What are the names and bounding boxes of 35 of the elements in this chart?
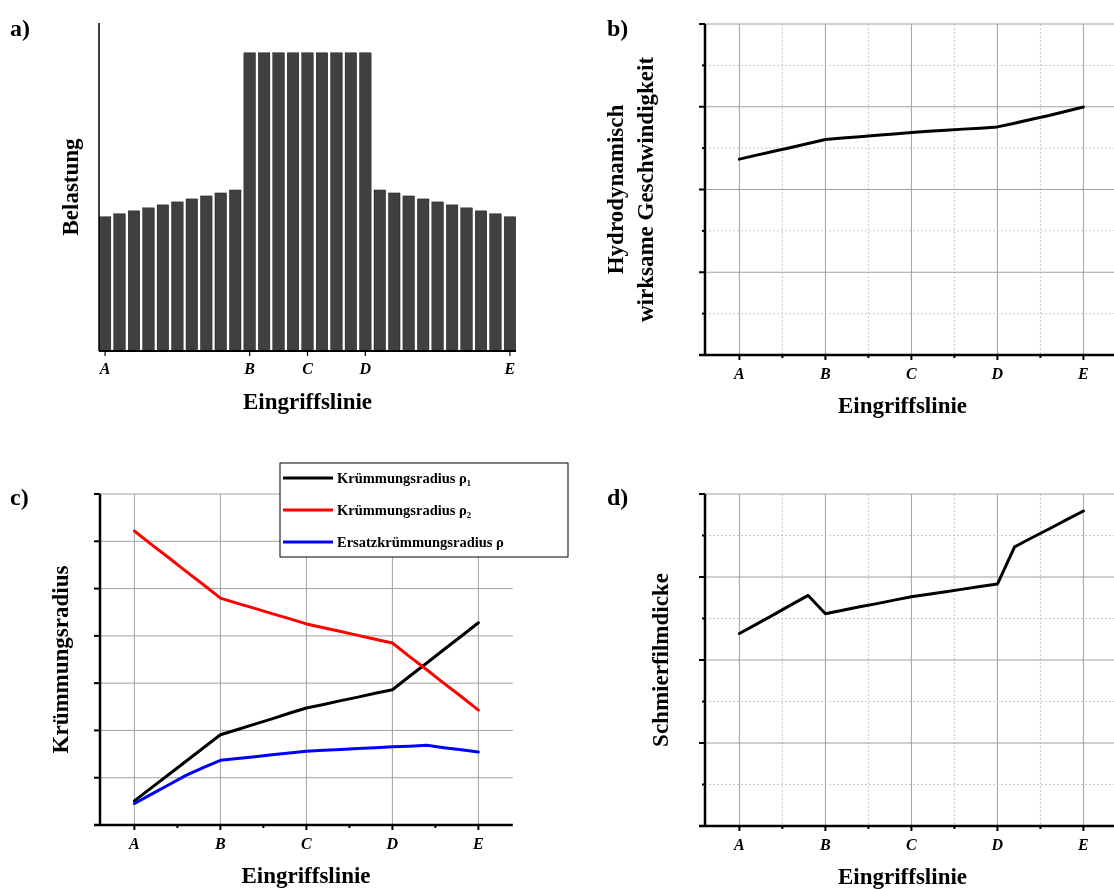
x-axis-title: Eingriffslinie	[242, 389, 373, 414]
x-tick-label: D	[990, 365, 1004, 382]
x-tick-label: C	[906, 365, 918, 382]
x-tick-label: E	[1077, 836, 1089, 853]
x-tick-label: B	[243, 360, 256, 377]
legend-label: Krümmungsradius ρ₂	[337, 502, 472, 518]
legend-label: Ersatzkrümmungsradius ρ	[337, 534, 505, 550]
x-tick-label: E	[472, 835, 484, 852]
y-axis-title: Schmierfilmdicke	[648, 573, 673, 747]
x-tick-label: D	[358, 360, 372, 377]
x-tick-label: D	[385, 835, 399, 852]
x-tick-label: A	[733, 365, 746, 382]
text: d)	[607, 484, 629, 510]
x-tick-label: A	[128, 835, 141, 852]
x-axis-title: Eingriffslinie	[837, 393, 968, 418]
x-tick-label: A	[733, 836, 746, 853]
x-tick-label: E	[1077, 365, 1089, 382]
legend-label: Krümmungsradius ρ₁	[337, 470, 472, 486]
x-axis-title: Eingriffslinie	[837, 864, 968, 889]
text: a)	[10, 15, 30, 41]
x-tick-label: C	[906, 836, 918, 853]
x-tick-label: A	[98, 360, 111, 377]
x-tick-label: B	[819, 836, 832, 853]
y-axis-title: Belastung	[58, 137, 83, 236]
x-tick-label: B	[214, 835, 227, 852]
x-tick-label: B	[819, 365, 832, 382]
x-tick-label: C	[302, 360, 314, 377]
y-axis-title: Hydrodynamisch wirksame Geschwindigkeit	[603, 56, 658, 323]
x-tick-label: D	[990, 836, 1004, 853]
x-axis-title: Eingriffslinie	[241, 863, 371, 888]
y-axis-title: Krümmungsradius	[48, 565, 73, 754]
text: b)	[607, 15, 629, 41]
x-tick-label: C	[301, 835, 313, 852]
text: c)	[10, 484, 29, 510]
x-tick-label: E	[503, 360, 516, 377]
